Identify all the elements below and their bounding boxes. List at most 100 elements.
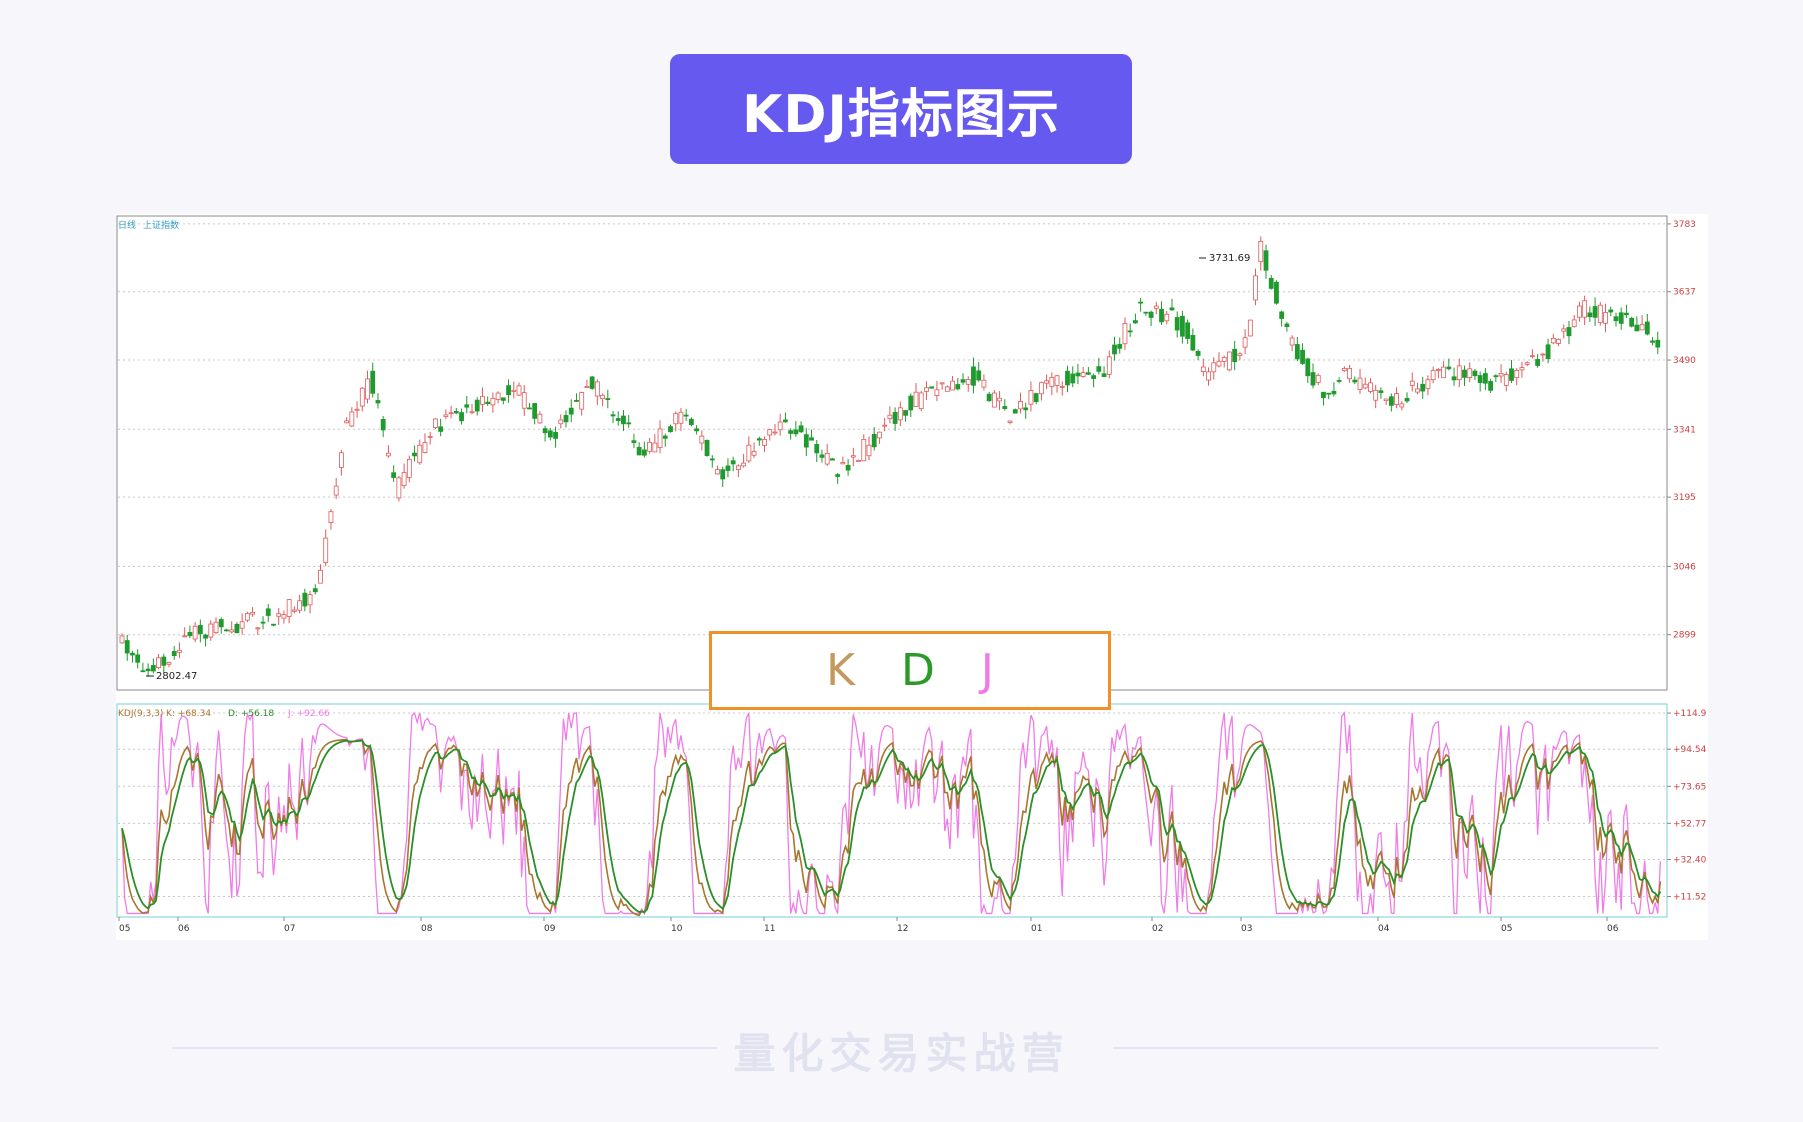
candle-body [1425,379,1431,389]
candle-body [318,569,323,584]
candle-body [699,435,705,444]
candle-body [255,627,261,630]
grid-lines [118,223,1667,898]
candle-body [678,411,684,424]
x-tick-label: 04 [1378,924,1390,934]
candle-body [516,385,522,396]
candle-body [1059,386,1065,388]
candle-body [1279,311,1285,319]
candle-body [1038,382,1044,395]
candle-body [156,657,161,669]
candle-body [464,404,470,408]
candle-body [438,426,444,432]
candle-body [1326,392,1332,395]
candle-body [1613,316,1619,322]
candle-body [286,599,292,617]
candle-body [574,400,579,402]
candle-body [1577,305,1582,318]
candle-body [866,444,872,457]
footer-brand: 量化交易实战营 [733,1029,1070,1078]
candle-body [997,397,1002,402]
candle-body [1571,319,1577,328]
price-tick-label: 3341 [1673,425,1696,435]
candle-body [1655,339,1661,348]
candle-body [1545,344,1551,360]
candle-body [281,614,287,619]
candle-body [145,668,151,672]
candle-body [877,431,882,439]
candle-body [537,413,543,424]
candle-body [856,460,861,462]
legend-d: D [900,645,935,696]
candle-body [1477,375,1483,384]
period-label: 日线 [118,219,136,231]
price-tick-label: 3046 [1673,562,1696,572]
kdj-tick-label: +32.40 [1673,855,1707,865]
candle-body [1415,388,1420,393]
candle-body [1498,372,1504,377]
candle-body [1331,390,1337,395]
candle-body [1070,373,1076,384]
candle-body [1106,356,1112,375]
candle-body [918,392,924,410]
kdj-tick-label: +73.65 [1673,782,1706,792]
candle-body [1388,396,1394,406]
candle-body [840,462,846,465]
candle-body [1002,406,1008,409]
candle-body [135,654,141,663]
x-tick-label: 07 [284,924,295,934]
candle-body [218,619,224,628]
x-tick-label: 05 [119,924,130,934]
candle-body [662,435,668,439]
candle-body [798,425,804,433]
candle-body [1247,319,1253,337]
candle-body [803,434,809,448]
candle-body [271,623,276,626]
candle-body [244,613,250,621]
candle-body [1169,307,1175,311]
j-line [121,711,1662,916]
candle-body [991,392,997,408]
candle-body [1049,376,1055,387]
candle-body [1394,393,1399,405]
x-tick-label: 03 [1241,924,1252,934]
candle-body [208,623,214,638]
candle-body [1085,372,1091,375]
candle-body [1540,353,1546,356]
candle-body [725,465,731,471]
candle-body [375,400,381,404]
candle-body [1315,375,1321,383]
candle-body [1352,379,1358,383]
candle-body [307,594,313,606]
candle-body [647,441,652,452]
candle-body [1101,373,1107,378]
x-tick-label: 10 [671,924,683,934]
candle-body [234,623,240,634]
candle-body [386,452,391,457]
candle-body [1321,391,1326,398]
candle-body [1409,380,1415,386]
candle-body [1232,348,1238,363]
candle-body [1597,304,1603,324]
legend-k: K [826,645,855,696]
candle-body [485,401,491,404]
candle-body [1300,349,1305,364]
candle-body [1258,240,1264,263]
candle-body [641,449,647,456]
candle-body [291,609,297,612]
candle-body [396,477,402,499]
kdj-tick-label: +11.52 [1673,893,1706,903]
k-value-label: K: +68.34 [166,709,211,719]
candle-body [490,397,496,406]
candle-body [1524,362,1530,365]
candle-body [824,452,830,465]
candle-body [1618,312,1624,324]
candle-body [950,380,955,391]
candle-body [412,452,417,457]
candle-body [568,407,574,415]
candle-body [1148,311,1154,318]
candle-body [1535,359,1541,366]
candle-body [1153,305,1159,309]
candle-body [1305,358,1311,377]
candle-body [783,419,788,423]
